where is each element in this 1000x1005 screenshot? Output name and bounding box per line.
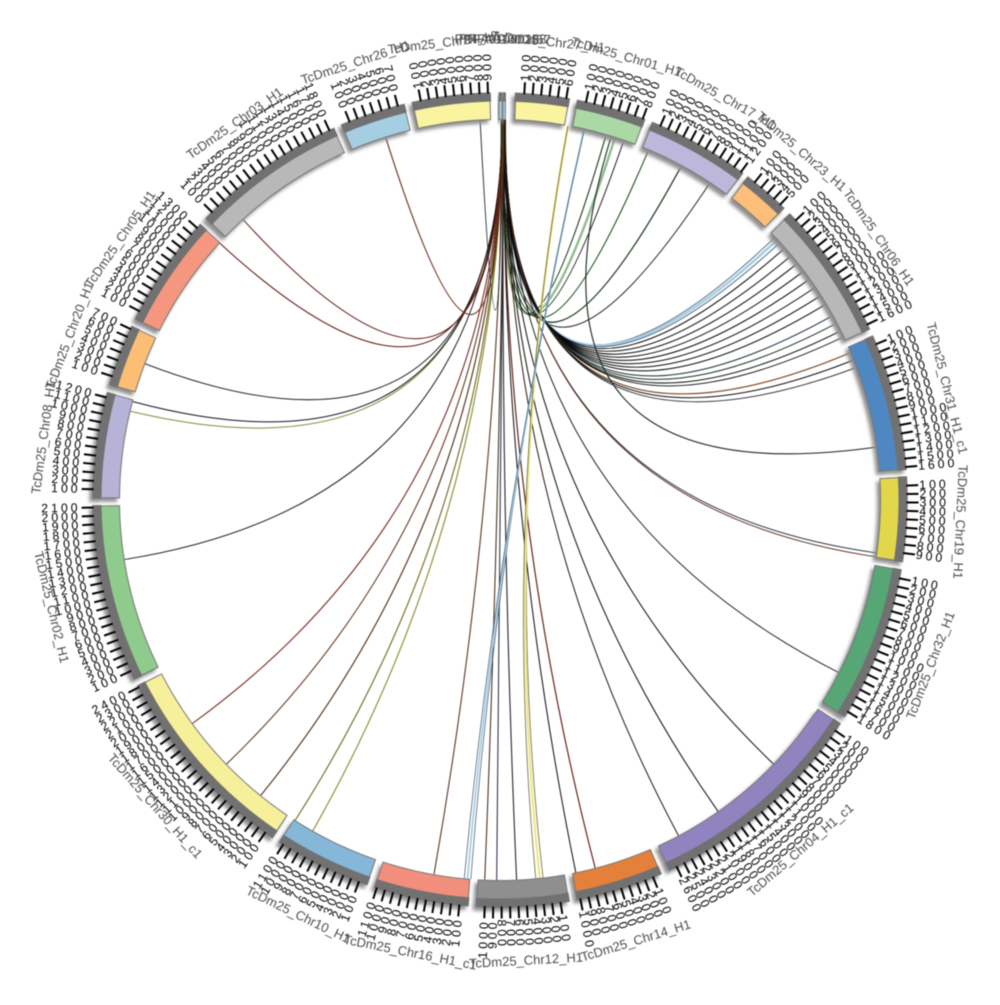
svg-text:2100: 2100 (41, 501, 81, 516)
svg-text:900: 900 (480, 51, 495, 81)
svg-text:1000: 1000 (476, 919, 491, 959)
